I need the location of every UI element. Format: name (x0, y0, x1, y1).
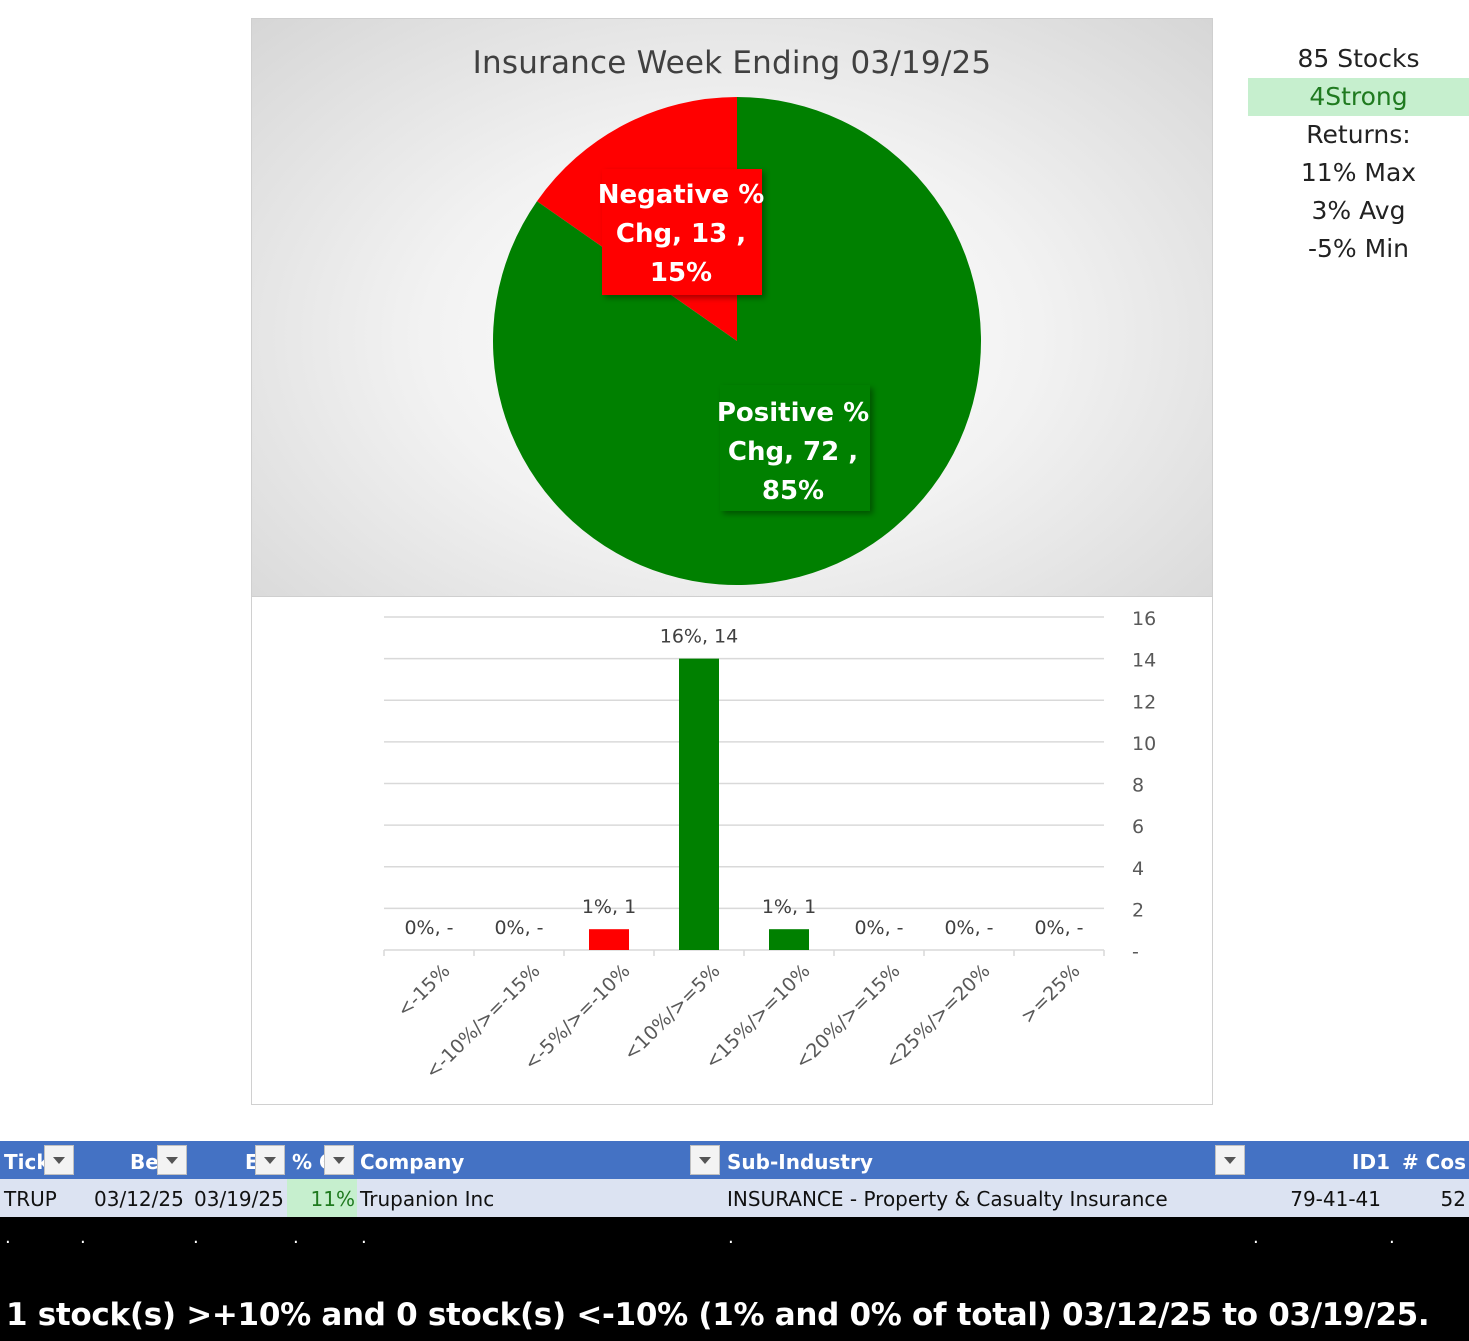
summary-footer: . . . . . . . . 1 stock(s) >+10% and 0 s… (0, 1217, 1469, 1341)
x-category-label: >=25% (1017, 960, 1085, 1028)
footer-dot: . (1253, 1227, 1259, 1248)
header-num-cos: # Cos (1401, 1150, 1466, 1174)
cell-ticker: TRUP (4, 1187, 57, 1211)
avg-return: 3% Avg (1311, 196, 1406, 225)
pie-chart: Negative % Chg, 13 , 15% Positive % Chg, 72 … (493, 97, 981, 585)
footer-dot: . (1389, 1227, 1395, 1248)
cell-id1: 79-41-41 (1290, 1187, 1381, 1211)
bar (679, 658, 719, 950)
header-company: Company (360, 1150, 465, 1174)
footer-dot: . (80, 1227, 86, 1248)
table-header: Tick Be E % C Company Sub-Industry ID1 #… (0, 1141, 1469, 1179)
filter-begin-dropdown[interactable] (157, 1145, 187, 1175)
header-id1: ID1 (1352, 1150, 1390, 1174)
cell-end: 03/19/25 (194, 1187, 284, 1211)
stock-count: 85 Stocks (1297, 44, 1420, 73)
bar-data-label: 0%, - (404, 917, 453, 939)
strength-rating: 4Strong (1248, 78, 1469, 116)
cell-num-cos: 52 (1440, 1187, 1466, 1211)
filter-sub-industry-dropdown[interactable] (1215, 1145, 1245, 1175)
stats-panel: 85 Stocks 4Strong Returns: 11% Max 3% Av… (1248, 40, 1469, 268)
y-tick-label: 16 (1132, 608, 1156, 630)
bar-data-label: 0%, - (944, 917, 993, 939)
cell-pct-change: 11% (287, 1179, 357, 1217)
min-return: -5% Min (1308, 234, 1409, 263)
y-tick-label: 2 (1132, 899, 1144, 921)
filter-ticker-dropdown[interactable] (44, 1145, 74, 1175)
stock-table: Tick Be E % C Company Sub-Industry ID1 #… (0, 1141, 1469, 1217)
pie-data-label: Negative % (598, 180, 765, 210)
y-tick-label: 12 (1132, 691, 1156, 713)
bar-chart-panel: -2 4 6 8 10 12 14 16 0%, - <-15% 0%, - <-10%/>=-15%… (251, 597, 1213, 1105)
returns-label: Returns: (1306, 120, 1411, 149)
filter-pct-dropdown[interactable] (324, 1145, 354, 1175)
footer-dot: . (728, 1227, 734, 1248)
x-category-label: <-15% (393, 960, 455, 1022)
table-row[interactable]: TRUP 03/12/25 03/19/25 11% Trupanion Inc… (0, 1179, 1469, 1217)
bar-data-label: 0%, - (494, 917, 543, 939)
summary-text: 1 stock(s) >+10% and 0 stock(s) <-10% (1… (6, 1297, 1430, 1333)
cell-sub-industry: INSURANCE - Property & Casualty Insuranc… (727, 1187, 1168, 1211)
bar-data-label: 1%, 1 (582, 896, 636, 918)
bar-data-label: 0%, - (1034, 917, 1083, 939)
footer-dot: . (193, 1227, 199, 1248)
y-tick-label: 14 (1132, 650, 1156, 672)
y-tick-label: 4 (1132, 858, 1144, 880)
filter-end-dropdown[interactable] (255, 1145, 285, 1175)
header-sub-industry: Sub-Industry (727, 1150, 873, 1174)
pie-data-label: Chg, 72 , (728, 437, 858, 467)
pie-chart-panel: Insurance Week Ending 03/19/25 Negative … (251, 18, 1213, 597)
bar (769, 929, 809, 950)
cell-company: Trupanion Inc (360, 1187, 495, 1211)
pie-data-label: 85% (762, 476, 824, 506)
pie-data-label: Chg, 13 , (616, 219, 746, 249)
footer-dot: . (5, 1227, 11, 1248)
header-begin: Be (130, 1150, 158, 1174)
filter-company-dropdown[interactable] (690, 1145, 720, 1175)
max-return: 11% Max (1300, 158, 1417, 187)
header-pct-change: % C (292, 1150, 324, 1174)
y-tick-label: 6 (1132, 816, 1144, 838)
footer-dot: . (361, 1227, 367, 1248)
pie-data-label-box (720, 385, 870, 511)
header-end: E (245, 1150, 257, 1174)
bar (589, 929, 629, 950)
bar-data-label: 0%, - (854, 917, 903, 939)
pie-data-label: Positive % (717, 398, 869, 428)
y-tick-label: 10 (1132, 733, 1156, 755)
footer-dot: . (293, 1227, 299, 1248)
pie-data-label: 15% (650, 258, 712, 288)
y-tick-label: 8 (1132, 775, 1144, 797)
y-tick-label: - (1132, 941, 1139, 963)
pie-chart-title: Insurance Week Ending 03/19/25 (472, 45, 992, 81)
cell-begin: 03/12/25 (94, 1187, 184, 1211)
pie-data-label-box (602, 169, 762, 295)
bar-data-label: 16%, 14 (660, 626, 739, 648)
bar-data-label: 1%, 1 (762, 896, 816, 918)
header-ticker: Tick (4, 1150, 44, 1174)
